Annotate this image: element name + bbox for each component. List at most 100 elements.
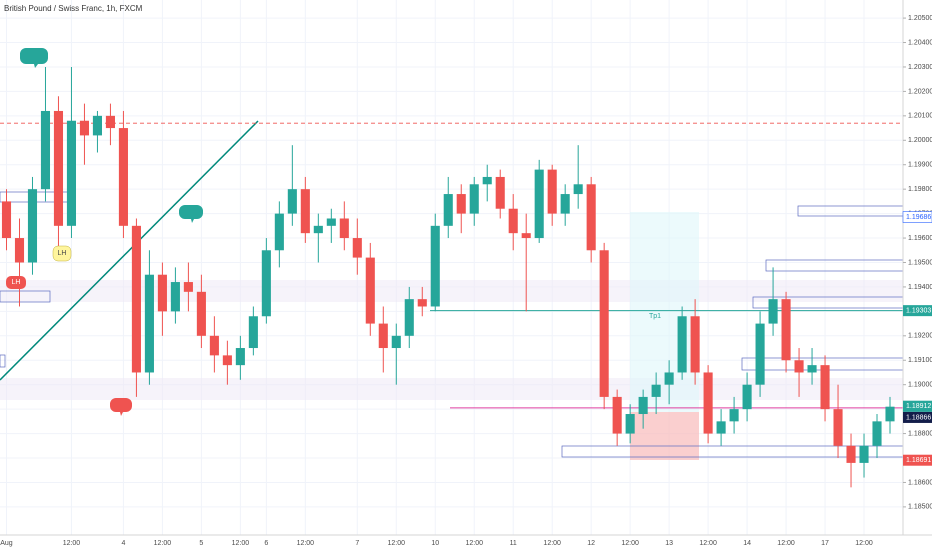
x-tick-label: 12:00 xyxy=(63,540,81,547)
x-tick-label: 10 xyxy=(431,540,439,547)
zone xyxy=(0,378,903,400)
sl-zone xyxy=(630,412,699,460)
trend-line xyxy=(0,120,259,381)
candle-body xyxy=(508,208,518,234)
y-tick-label: 1.19400 xyxy=(908,284,932,291)
candle-body xyxy=(677,316,687,373)
candle-body xyxy=(144,274,154,373)
candle-body xyxy=(66,120,77,226)
candle-body xyxy=(599,250,609,397)
x-tick-label: 12:00 xyxy=(621,540,639,547)
candle-body xyxy=(92,115,102,136)
candle-body xyxy=(430,225,440,307)
candle-body xyxy=(573,184,583,195)
x-tick-label: 5 xyxy=(199,540,203,547)
candle-body xyxy=(326,218,336,226)
tp-zone xyxy=(630,212,699,412)
candle-body xyxy=(157,274,167,312)
price-label-box xyxy=(903,305,932,317)
candle-body xyxy=(729,409,739,422)
candle-body xyxy=(352,238,362,258)
candle-body xyxy=(807,365,817,373)
y-tick-label: 1.19200 xyxy=(908,333,932,340)
x-tick-label: 12:00 xyxy=(388,540,406,547)
candle-body xyxy=(209,335,219,356)
y-tick-label: 1.18600 xyxy=(908,479,932,486)
candle-body xyxy=(755,323,765,385)
candle-body xyxy=(131,225,141,373)
annotation: Tp1 xyxy=(649,313,661,320)
x-tick-label: 6 xyxy=(264,540,268,547)
candle-body xyxy=(794,360,804,373)
candle-body xyxy=(222,355,232,366)
candle-body xyxy=(261,250,271,317)
candle-body xyxy=(469,184,479,214)
candle-body xyxy=(365,257,375,324)
candle-body xyxy=(625,414,635,434)
box xyxy=(0,290,51,303)
price-label: 1.18866 xyxy=(906,414,931,421)
x-tick-label: 7 xyxy=(355,540,359,547)
x-tick-label: 12:00 xyxy=(465,540,483,547)
candle-body xyxy=(703,372,713,434)
x-tick-label: 12:00 xyxy=(154,540,172,547)
candle-body xyxy=(300,189,310,234)
candle-body xyxy=(859,445,869,463)
candle-body xyxy=(534,169,544,239)
candle-body xyxy=(118,128,128,226)
candle-body xyxy=(521,233,531,239)
x-tick-label: 12:00 xyxy=(543,540,561,547)
candle-body xyxy=(274,213,284,251)
price-label-box xyxy=(903,400,932,412)
candle-body xyxy=(742,384,752,410)
candle-body xyxy=(443,194,453,226)
y-tick-label: 1.20300 xyxy=(908,64,932,71)
candle-body xyxy=(417,299,427,307)
chart-title: British Pound / Swiss Franc, 1h, FXCM xyxy=(4,4,143,13)
candle-body xyxy=(235,348,245,366)
candle-body xyxy=(612,396,622,434)
annotation: LH xyxy=(58,250,67,257)
x-tick-label: 12:00 xyxy=(297,540,315,547)
price-label-box xyxy=(903,454,932,466)
y-tick-label: 1.19100 xyxy=(908,357,932,364)
candle-body xyxy=(547,169,557,214)
candle-body xyxy=(872,421,882,446)
candle-body xyxy=(378,323,388,349)
y-tick-label: 1.19500 xyxy=(908,259,932,266)
candle-body xyxy=(664,372,674,385)
candle-body xyxy=(404,299,414,336)
price-label-box xyxy=(903,411,932,423)
x-tick-label: 14 xyxy=(743,540,751,547)
candle-body xyxy=(560,194,570,214)
candle-body xyxy=(846,445,856,463)
candle-body xyxy=(768,299,778,324)
y-tick-label: 1.18500 xyxy=(908,504,932,511)
y-tick-label: 1.20100 xyxy=(908,113,932,120)
candle-body xyxy=(833,409,843,446)
candle-body xyxy=(40,110,51,190)
x-tick-label: 11 xyxy=(510,540,517,547)
y-tick-label: 1.19900 xyxy=(908,162,932,169)
candle-body xyxy=(183,282,193,292)
candle-body xyxy=(339,218,349,239)
candle-body xyxy=(391,335,401,349)
y-tick-label: 1.19600 xyxy=(908,235,932,242)
candle-body xyxy=(495,176,505,209)
x-tick-label: 13 xyxy=(665,540,673,547)
x-tick-label: 17 xyxy=(821,540,829,547)
x-tick-label: 12:00 xyxy=(232,540,250,547)
candle-body xyxy=(248,316,258,349)
candle-body xyxy=(885,406,895,422)
candles xyxy=(1,66,895,488)
candle-body xyxy=(456,194,466,214)
y-tick-label: 1.20000 xyxy=(908,137,932,144)
candle-body xyxy=(105,115,115,129)
y-tick-label: 1.18800 xyxy=(908,430,932,437)
x-tick-label: 12:00 xyxy=(699,540,717,547)
candle-body xyxy=(482,176,492,185)
price-label: 1.18691 xyxy=(906,457,931,464)
y-tick-label: 1.20500 xyxy=(908,15,932,22)
price-label: 1.19303 xyxy=(906,307,931,314)
